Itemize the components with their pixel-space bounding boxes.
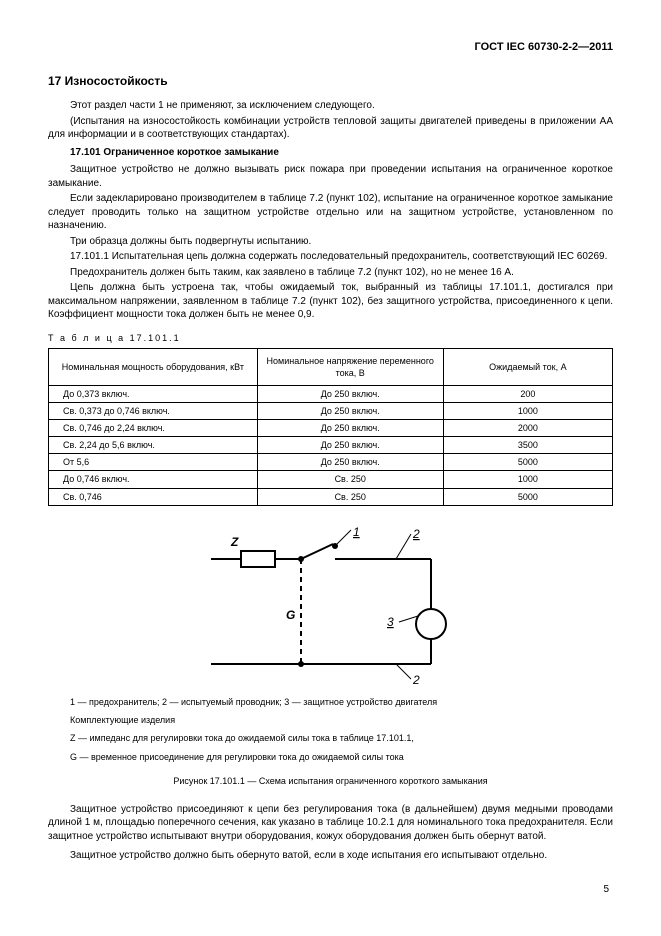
paragraph: Три образца должны быть подвергнуты испы…	[48, 235, 613, 249]
paragraph: Защитное устройство не должно вызывать р…	[48, 163, 613, 190]
figure-legend: G — временное присоединение для регулиро…	[48, 751, 613, 763]
table-label: Т а б л и ц а 17.101.1	[48, 332, 613, 344]
table-row: Св. 0,746Св. 2505000	[49, 488, 613, 505]
figure-legend: 1 — предохранитель; 2 — испытуемый прово…	[48, 696, 613, 708]
table-row: Св. 0,373 до 0,746 включ.До 250 включ.10…	[49, 402, 613, 419]
table-row: До 0,746 включ.Св. 2501000	[49, 471, 613, 488]
paragraph: Защитное устройство должно быть обернуто…	[48, 849, 613, 863]
paragraph: Цепь должна быть устроена так, чтобы ожи…	[48, 281, 613, 322]
table-header: Номинальное напряжение переменного тока,…	[257, 348, 443, 385]
circuit-figure: Z 1 2 3	[48, 524, 613, 689]
document-page: ГОСТ IEC 60730-2-2—2011 17 Износостойкос…	[0, 0, 661, 916]
svg-text:Z: Z	[230, 535, 239, 549]
table-row: Св. 0,746 до 2,24 включ.До 250 включ.200…	[49, 419, 613, 436]
paragraph: Предохранитель должен быть таким, как за…	[48, 266, 613, 280]
svg-text:3: 3	[387, 615, 394, 629]
figure-caption: Рисунок 17.101.1 — Схема испытания огран…	[48, 775, 613, 787]
figure-legend: Комплектующие изделия	[48, 714, 613, 726]
svg-text:2: 2	[412, 673, 420, 684]
table-row: От 5,6До 250 включ.5000	[49, 454, 613, 471]
svg-text:2: 2	[412, 527, 420, 541]
table-header: Номинальная мощность оборудования, кВт	[49, 348, 258, 385]
paragraph: Этот раздел части 1 не применяют, за иск…	[48, 99, 613, 113]
section-heading: 17 Износостойкость	[48, 73, 613, 89]
paragraph: Защитное устройство присоединяют к цепи …	[48, 803, 613, 844]
page-number: 5	[48, 883, 613, 897]
subsection-heading: 17.101 Ограниченное короткое замыкание	[48, 146, 613, 160]
svg-text:1: 1	[353, 525, 360, 539]
svg-text:G: G	[286, 608, 295, 622]
table-header: Ожидаемый ток, А	[443, 348, 612, 385]
circuit-svg: Z 1 2 3	[201, 524, 461, 684]
figure-legend: Z — импеданс для регулировки тока до ожи…	[48, 732, 613, 744]
paragraph: (Испытания на износостойкость комбинации…	[48, 115, 613, 142]
paragraph: Если задекларировано производителем в та…	[48, 192, 613, 233]
table-header-row: Номинальная мощность оборудования, кВт Н…	[49, 348, 613, 385]
table-row: До 0,373 включ.До 250 включ.200	[49, 385, 613, 402]
paragraph: 17.101.1 Испытательная цепь должна содер…	[48, 250, 613, 264]
data-table: Номинальная мощность оборудования, кВт Н…	[48, 348, 613, 506]
standard-header: ГОСТ IEC 60730-2-2—2011	[48, 40, 613, 55]
table-row: Св. 2,24 до 5,6 включ.До 250 включ.3500	[49, 437, 613, 454]
